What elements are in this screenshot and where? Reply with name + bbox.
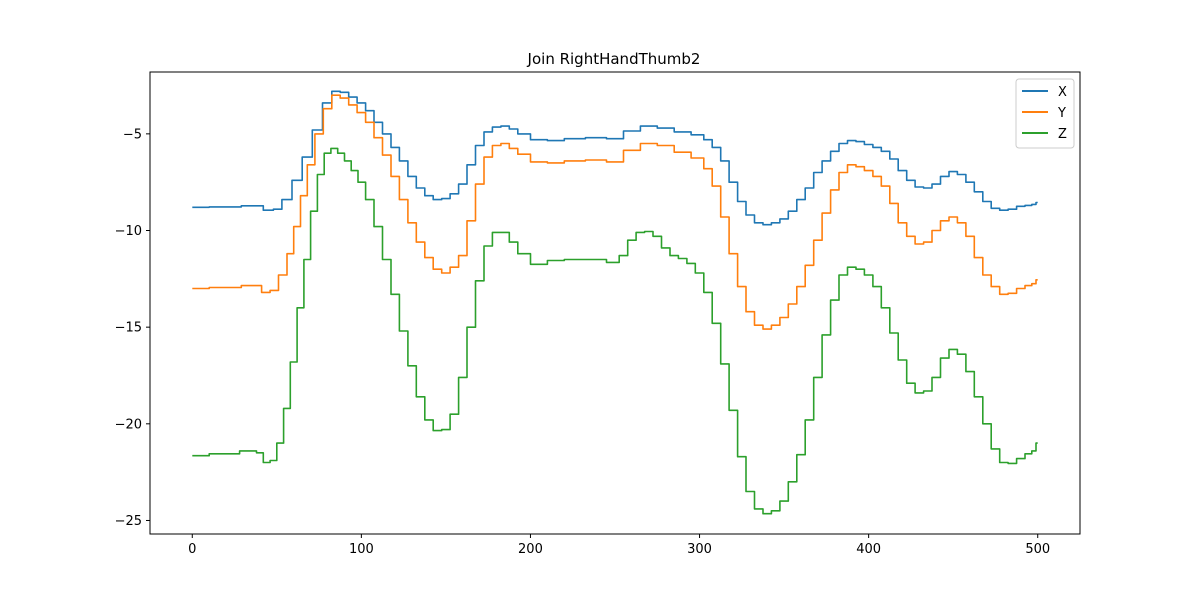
legend-label-y: Y xyxy=(1057,106,1066,121)
series-layer xyxy=(192,90,1038,515)
y-tick-label: −15 xyxy=(115,321,142,336)
x-tick-label: 0 xyxy=(188,542,196,557)
x-tick-label: 500 xyxy=(1025,542,1050,557)
y-tick-label: −20 xyxy=(115,417,142,432)
x-axis: 0 100 200 300 400 500 xyxy=(188,534,1050,557)
y-tick-label: −10 xyxy=(115,224,142,239)
legend-label-x: X xyxy=(1058,85,1067,100)
plot-frame xyxy=(149,71,1081,535)
y-axis: −5 −10 −15 −20 −25 xyxy=(115,127,150,529)
legend-box xyxy=(1015,78,1075,149)
legend-label-z: Z xyxy=(1058,127,1067,142)
x-tick-label: 100 xyxy=(349,542,374,557)
chart-title: Join RightHandThumb2 xyxy=(527,50,701,68)
y-tick-label: −5 xyxy=(123,127,142,142)
legend: XYZ xyxy=(1015,78,1075,149)
x-tick-label: 200 xyxy=(518,542,543,557)
series-line-x xyxy=(192,90,1038,226)
series-line-y xyxy=(192,94,1038,330)
x-tick-label: 300 xyxy=(687,542,712,557)
series-line-z xyxy=(192,147,1038,515)
x-tick-label: 400 xyxy=(856,542,881,557)
y-tick-label: −25 xyxy=(115,514,142,529)
